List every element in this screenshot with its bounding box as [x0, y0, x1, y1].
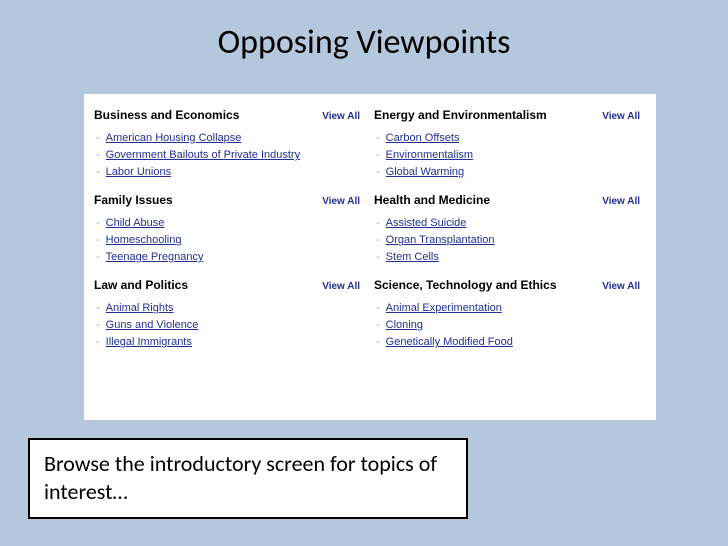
category-block: Energy and Environmentalism View All -Carb… — [374, 108, 646, 185]
topic-link[interactable]: Homeschooling — [106, 232, 182, 249]
category-header: Science, Technology and Ethics View All — [374, 278, 646, 292]
topic-link[interactable]: Guns and Violence — [106, 317, 199, 334]
list-item: -Animal Experimentation — [376, 300, 646, 317]
topic-link[interactable]: Stem Cells — [386, 249, 439, 266]
list-item: -Cloning — [376, 317, 646, 334]
dash-icon: - — [96, 164, 100, 181]
view-all-link[interactable]: View All — [322, 196, 366, 207]
topic-link[interactable]: Carbon Offsets — [386, 130, 460, 147]
category-block: Law and PoliticsView All-Animal Rights-G… — [94, 278, 366, 355]
view-all-link[interactable]: View All — [602, 281, 646, 292]
dash-icon: - — [96, 249, 100, 266]
view-all-link[interactable]: View All — [322, 281, 366, 292]
list-item: -Government Bailouts of Private Industry — [96, 147, 366, 164]
dash-icon: - — [96, 215, 100, 232]
dash-icon: - — [376, 317, 380, 334]
category-header: Law and Politics View All — [94, 278, 366, 292]
topic-link[interactable]: Child Abuse — [106, 215, 165, 232]
topic-list: -Assisted Suicide-Organ Transplantation-… — [374, 215, 646, 266]
topic-list: -Carbon Offsets-Environmentalism-Global … — [374, 130, 646, 181]
dash-icon: - — [96, 317, 100, 334]
dash-icon: - — [376, 232, 380, 249]
list-item: -Carbon Offsets — [376, 130, 646, 147]
list-item: -Stem Cells — [376, 249, 646, 266]
category-block: Family IssuesView All-Child Abuse-Homesc… — [94, 193, 366, 270]
topic-link[interactable]: Illegal Immigrants — [106, 334, 192, 351]
category-header: Business and Economics View All — [94, 108, 366, 122]
topic-link[interactable]: Global Warming — [386, 164, 464, 181]
category-title: Health and Medicine — [374, 193, 490, 207]
topic-list: -Animal Rights-Guns and Violence-Illegal… — [94, 300, 366, 351]
topic-link[interactable]: Animal Rights — [106, 300, 174, 317]
list-item: -Environmentalism — [376, 147, 646, 164]
list-item: -Global Warming — [376, 164, 646, 181]
caption-text: Browse the introductory screen for topic… — [44, 450, 437, 505]
dash-icon: - — [376, 147, 380, 164]
list-item: -Genetically Modified Food — [376, 334, 646, 351]
list-item: -American Housing Collapse — [96, 130, 366, 147]
category-title: Law and Politics — [94, 278, 188, 292]
list-item: -Teenage Pregnancy — [96, 249, 366, 266]
topic-link[interactable]: Animal Experimentation — [386, 300, 502, 317]
dash-icon: - — [376, 249, 380, 266]
slide-title: Opposing Viewpoints — [0, 0, 728, 63]
topic-link[interactable]: Assisted Suicide — [386, 215, 467, 232]
category-block: Business and Economics View All -American … — [94, 108, 366, 185]
topic-list: -American Housing Collapse-Government Ba… — [94, 130, 366, 181]
topic-link[interactable]: Teenage Pregnancy — [106, 249, 204, 266]
category-header: Energy and Environmentalism View All — [374, 108, 646, 122]
view-all-link[interactable]: View All — [322, 111, 366, 122]
dash-icon: - — [96, 300, 100, 317]
view-all-link[interactable]: View All — [602, 111, 646, 122]
category-title: Energy and Environmentalism — [374, 108, 547, 122]
topic-list: -Child Abuse-Homeschooling-Teenage Pregn… — [94, 215, 366, 266]
dash-icon: - — [376, 130, 380, 147]
topic-link[interactable]: Environmentalism — [386, 147, 473, 164]
dash-icon: - — [376, 215, 380, 232]
topic-list: -Animal Experimentation-Cloning-Genetica… — [374, 300, 646, 351]
dash-icon: - — [96, 232, 100, 249]
category-header: Family Issues View All — [94, 193, 366, 207]
list-item: -Labor Unions — [96, 164, 366, 181]
dash-icon: - — [96, 130, 100, 147]
category-title: Business and Economics — [94, 108, 239, 122]
topic-link[interactable]: Cloning — [386, 317, 423, 334]
list-item: -Animal Rights — [96, 300, 366, 317]
category-title: Family Issues — [94, 193, 173, 207]
dash-icon: - — [376, 334, 380, 351]
topic-link[interactable]: Labor Unions — [106, 164, 171, 181]
category-block: Science, Technology and Ethics View All -A… — [374, 278, 646, 355]
topic-link[interactable]: American Housing Collapse — [106, 130, 242, 147]
list-item: -Child Abuse — [96, 215, 366, 232]
list-item: -Illegal Immigrants — [96, 334, 366, 351]
dash-icon: - — [96, 334, 100, 351]
topic-link[interactable]: Government Bailouts of Private Industry — [106, 147, 300, 164]
category-block: Health and Medicine View All -Assisted Sui… — [374, 193, 646, 270]
list-item: -Assisted Suicide — [376, 215, 646, 232]
topic-link[interactable]: Organ Transplantation — [386, 232, 495, 249]
list-item: -Homeschooling — [96, 232, 366, 249]
topics-panel: Business and EconomicsView All-American … — [84, 94, 656, 420]
dash-icon: - — [376, 300, 380, 317]
category-header: Health and Medicine View All — [374, 193, 646, 207]
caption-box: Browse the introductory screen for topic… — [28, 438, 468, 519]
dash-icon: - — [96, 147, 100, 164]
list-item: -Organ Transplantation — [376, 232, 646, 249]
view-all-link[interactable]: View All — [602, 196, 646, 207]
dash-icon: - — [376, 164, 380, 181]
topic-link[interactable]: Genetically Modified Food — [386, 334, 513, 351]
list-item: -Guns and Violence — [96, 317, 366, 334]
category-title: Science, Technology and Ethics — [374, 278, 557, 292]
